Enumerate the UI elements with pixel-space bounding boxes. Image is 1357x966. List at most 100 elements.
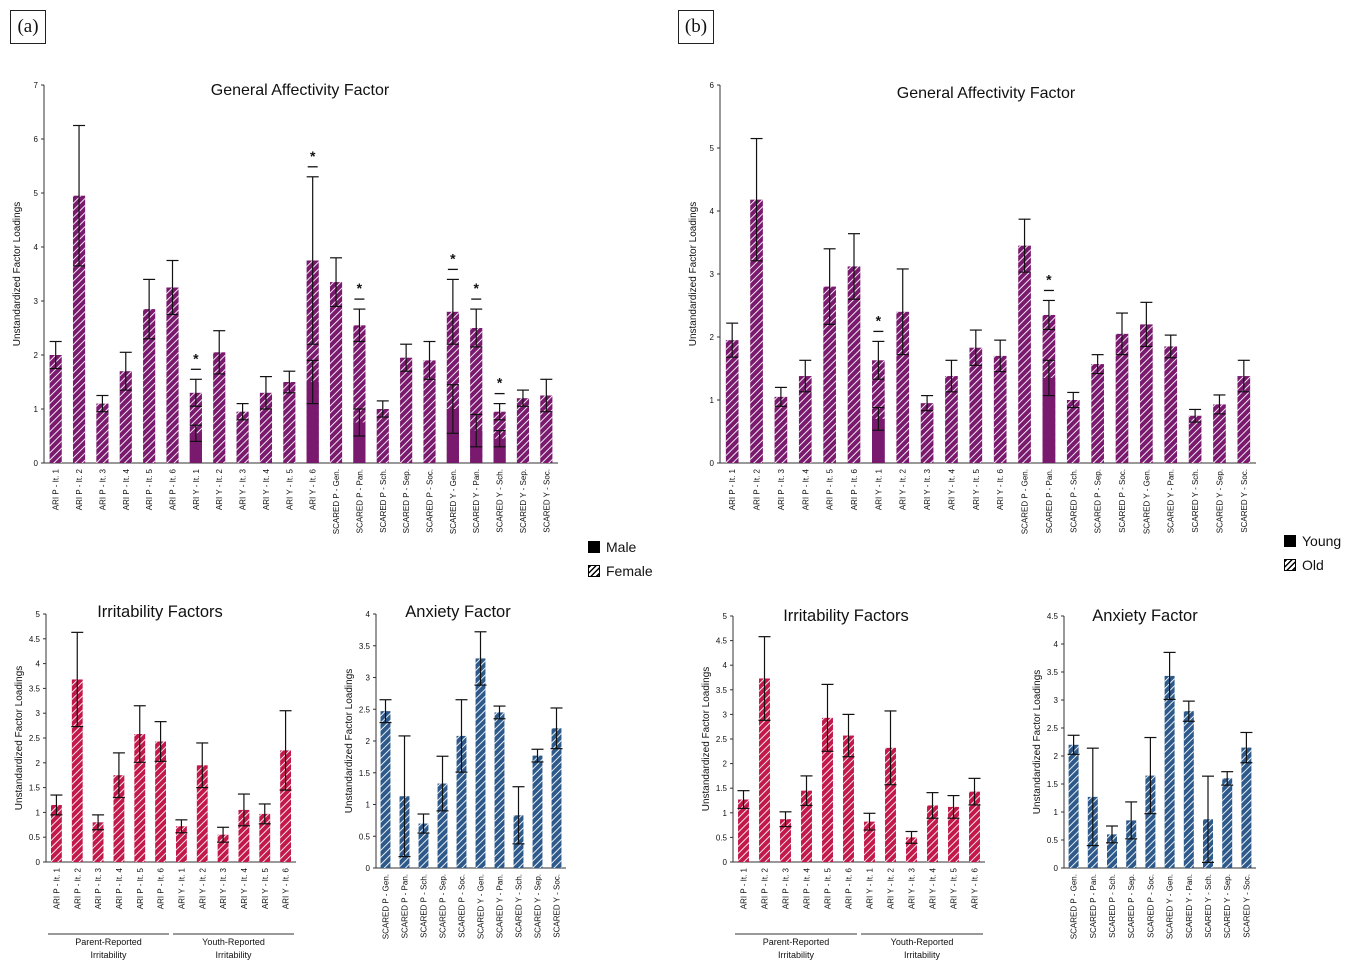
panel-label-b: (b) [678, 10, 714, 44]
x-tick-label: ARI Y - It. 1 [177, 867, 186, 909]
x-tick-label: SCARED Y - Gen. [449, 469, 458, 534]
x-tick-label: ARI Y - It. 1 [192, 468, 201, 510]
bar-hatch [896, 311, 910, 463]
bar-hatch [283, 382, 296, 463]
y-tick-label: 1.5 [359, 769, 371, 778]
bar-hatch [456, 735, 467, 868]
x-tick-label: SCARED P - Gen. [1070, 874, 1079, 939]
x-tick-label: SCARED Y - Gen. [1142, 469, 1151, 534]
y-tick-label: 4.5 [716, 637, 728, 646]
x-tick-label: SCARED P - Sep. [1127, 874, 1136, 938]
legend-swatch-solid [1284, 535, 1296, 547]
y-tick-label: 4 [36, 660, 41, 669]
bar-hatch [176, 826, 187, 862]
bar-hatch [864, 821, 875, 862]
group-label-line: Youth-Reported [202, 937, 265, 947]
x-tick-label: ARI Y - It. 4 [947, 468, 956, 510]
x-tick-label: ARI Y - It. 2 [899, 468, 908, 510]
legend-label-young: Young [1302, 533, 1342, 549]
x-tick-label: SCARED P - Soc. [1118, 469, 1127, 533]
y-tick-label: 3.5 [359, 642, 371, 651]
bar-hatch [236, 411, 249, 463]
y-tick-label: 0.5 [716, 833, 728, 842]
y-axis-label: Unstandardized Factor Loadings [12, 202, 23, 347]
chart-a_general: General Affectivity Factor 0 1 2 3 4 5 6 7 Unstan… [12, 81, 558, 534]
y-axis-label: Unstandardized Factor Loadings [688, 202, 699, 347]
chart-title: Irritability Factors [783, 607, 909, 625]
bar-hatch [993, 355, 1007, 463]
chart-b_anxiety: Anxiety Factor 0 0.5 1 1.5 2 2.5 3 3.5 4 4.5 Unstan… [1032, 607, 1256, 939]
y-tick-label: 2 [366, 737, 371, 746]
chart-title: General Affectivity Factor [211, 82, 390, 99]
x-tick-label: ARI P - It. 4 [122, 468, 131, 510]
x-tick-label: SCARED P - Gen. [382, 874, 391, 939]
x-tick-label: ARI Y - It. 2 [887, 867, 896, 909]
x-tick-label: ARI Y - It. 1 [866, 867, 875, 909]
x-tick-label: ARI P - It. 5 [824, 867, 833, 909]
group-label: Youth-Reported Irritability [891, 937, 954, 960]
y-tick-label: 4 [366, 610, 371, 619]
x-tick-label: SCARED Y - Sch. [1191, 469, 1200, 533]
legend-label-female: Female [606, 563, 653, 579]
bar-hatch [906, 837, 917, 862]
y-tick-label: 2.5 [359, 705, 371, 714]
y-tick-label: 3 [723, 710, 728, 719]
y-tick-label: 3 [1054, 696, 1059, 705]
y-axis-label: Unstandardized Factor Loadings [14, 666, 25, 811]
x-tick-label: ARI Y - It. 6 [971, 867, 980, 909]
x-tick-label: ARI Y - It. 3 [923, 468, 932, 510]
y-tick-label: 5 [34, 189, 39, 198]
x-tick-label: ARI P - It. 5 [826, 468, 835, 510]
chart-a_irritability: Irritability Factors 0 0.5 1 1.5 2 2.5 3 3.5 4 4.5… [14, 603, 296, 960]
x-tick-label: ARI P - It. 6 [169, 468, 178, 510]
y-tick-label: 1.5 [1047, 780, 1059, 789]
significance-star: * [357, 280, 363, 296]
x-tick-label: SCARED P - Soc. [426, 469, 435, 533]
bar-hatch [1145, 775, 1156, 868]
x-tick-label: ARI P - It. 5 [145, 468, 154, 510]
bar-hatch [49, 355, 62, 463]
y-tick-label: 7 [34, 81, 39, 90]
y-tick-label: 0 [710, 459, 715, 468]
y-axis-label: Unstandardized Factor Loadings [344, 669, 355, 814]
x-tick-label: ARI Y - It. 1 [874, 468, 883, 510]
y-tick-label: 4 [1054, 640, 1059, 649]
bar-hatch [51, 804, 62, 862]
bar-hatch [418, 823, 429, 868]
x-tick-label: SCARED P - Soc. [1146, 874, 1155, 938]
bar-hatch [280, 750, 291, 862]
bar-hatch [380, 711, 391, 868]
x-tick-label: SCARED Y - Soc. [1240, 469, 1249, 533]
bar-hatch [798, 376, 812, 463]
bar-hatch [885, 747, 896, 862]
y-tick-label: 3 [710, 270, 715, 279]
y-tick-label: 0.5 [29, 833, 41, 842]
y-tick-label: 3.5 [1047, 668, 1059, 677]
x-tick-label: SCARED P - Sep. [439, 874, 448, 938]
significance-star: * [1046, 271, 1052, 287]
bar-hatch [1222, 778, 1233, 868]
y-tick-label: 4.5 [1047, 612, 1059, 621]
bar-hatch [72, 195, 86, 463]
y-tick-label: 1.5 [716, 784, 728, 793]
x-tick-label: SCARED P - Soc. [458, 874, 467, 938]
y-tick-label: 3 [34, 297, 39, 306]
y-tick-label: 1 [710, 396, 715, 405]
y-tick-label: 0 [36, 858, 41, 867]
x-tick-label: SCARED P - Sch. [1108, 874, 1117, 938]
bar-hatch [1241, 747, 1252, 868]
bar-hatch [494, 712, 505, 868]
y-tick-label: 0 [34, 459, 39, 468]
x-tick-label: SCARED Y - Sch. [496, 469, 505, 533]
y-tick-label: 1.5 [29, 784, 41, 793]
bar-hatch [1068, 744, 1079, 868]
group-label-line: Youth-Reported [891, 937, 954, 947]
bar-hatch [1066, 400, 1080, 463]
y-tick-label: 0 [1054, 864, 1059, 873]
bar-hatch [843, 735, 854, 862]
bar-solid-segment [306, 382, 319, 463]
legend-item-female: Female [588, 559, 653, 583]
y-tick-label: 5 [36, 610, 41, 619]
x-tick-label: SCARED P - Pan. [1089, 874, 1098, 938]
bar-hatch [1115, 333, 1129, 463]
